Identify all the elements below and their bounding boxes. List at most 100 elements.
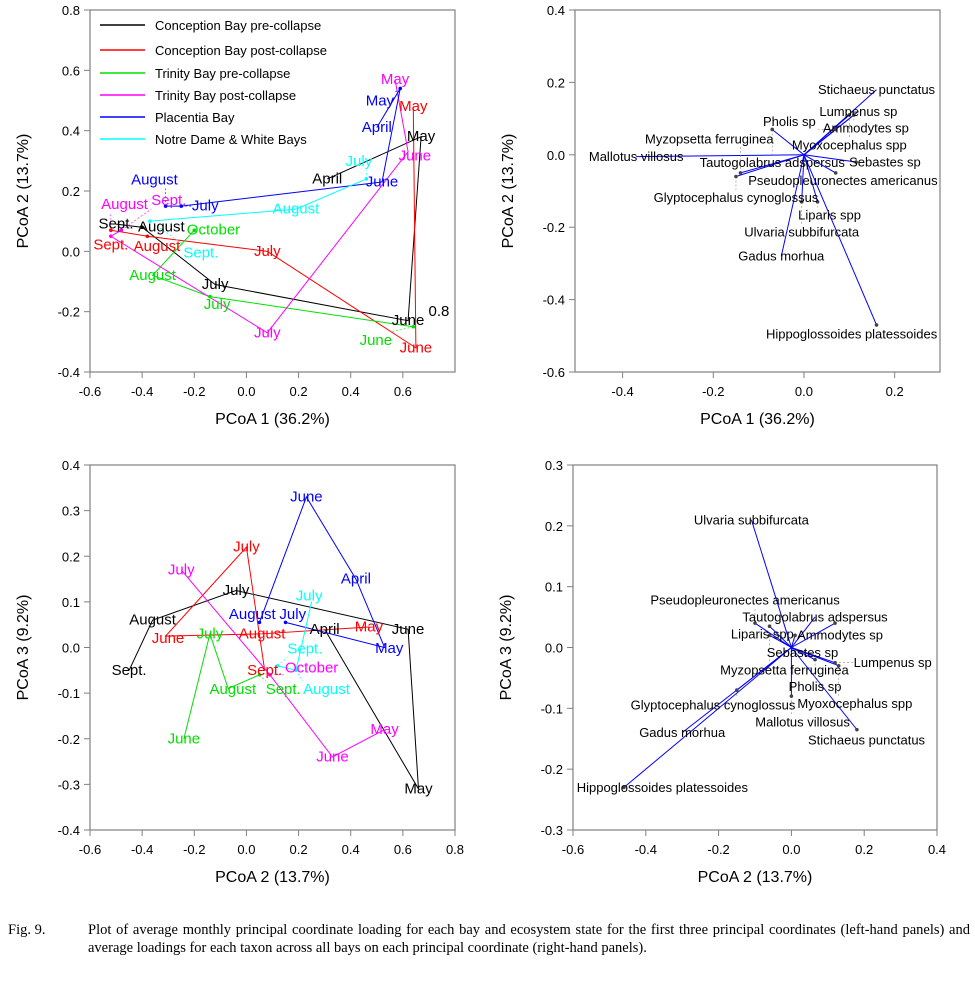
point-marker [622, 785, 626, 790]
vector-line [791, 647, 839, 667]
point-label: July [168, 561, 195, 578]
point-label: June [399, 148, 432, 165]
vector-label: Ammodytes sp [797, 627, 883, 642]
x-tick-label: -0.2 [183, 384, 205, 399]
leaders [622, 607, 859, 790]
x-tick-label: 0.4 [342, 842, 360, 857]
series-line [180, 569, 385, 758]
vector-label: Tautogolabrus adspersus [700, 155, 846, 170]
y-tick-label: -0.4 [58, 823, 80, 838]
y-tick-label: 0.3 [545, 458, 563, 473]
vector-label: Stichaeus punctatus [818, 82, 936, 97]
vector-line [623, 647, 792, 788]
x-tick-label: -0.2 [183, 842, 205, 857]
series-line [128, 589, 419, 790]
y-tick-label: 0.0 [547, 148, 565, 163]
x-tick-label: -0.6 [562, 842, 584, 857]
x-tick-label: -0.4 [131, 384, 153, 399]
point-marker [833, 171, 838, 175]
vector-line [636, 154, 804, 158]
series-line [149, 178, 367, 222]
x-tick-label: 0.4 [928, 842, 946, 857]
x-tick-label: 0.0 [782, 842, 800, 857]
point-label: August [303, 681, 351, 698]
vector-label: Pholis sp [763, 114, 816, 129]
point-marker [268, 673, 272, 677]
x-tick-label: -0.4 [131, 842, 153, 857]
vector-label: Myzopsetta ferruginea [720, 663, 849, 678]
vector-line [803, 154, 877, 326]
point-marker [836, 663, 841, 668]
point-marker [789, 694, 794, 698]
point-marker [852, 113, 856, 117]
point-label: August [101, 196, 149, 213]
vector-line [803, 154, 836, 174]
x-tick-label: 0.0 [237, 842, 255, 857]
point-marker [847, 113, 852, 117]
panel-bottom-right: Ulvaria subbifurcata Tautogolabrus adsper… [498, 458, 946, 886]
caption-text: Plot of average monthly principal coordi… [88, 922, 970, 956]
leader-line [149, 220, 184, 245]
vector-label: Myzopsetta ferruginea [645, 132, 774, 147]
legend-label: Trinity Bay post-collapse [155, 88, 296, 103]
y-tick-label: -0.3 [58, 777, 80, 792]
y-tick-label: -0.1 [541, 701, 563, 716]
point-marker [753, 621, 757, 625]
point-marker [283, 620, 288, 625]
vector-label: Ammodytes sp [823, 120, 909, 135]
point-label: June [152, 630, 185, 647]
point-label: April [310, 621, 340, 638]
point-label: October [187, 222, 240, 239]
vector-line [754, 622, 792, 648]
y-tick-label: 0.0 [545, 641, 563, 656]
x-tick-label: 0.6 [394, 842, 412, 857]
vector-label: Lumpenus sp [819, 104, 897, 119]
series-line [109, 79, 409, 334]
y-tick-label: -0.4 [58, 365, 80, 380]
y-tick-label: 0.4 [547, 3, 565, 18]
vector-line [803, 154, 857, 163]
vector-label: Gadus morhua [738, 249, 825, 264]
series-line [110, 106, 417, 349]
vector-line [740, 154, 805, 174]
point-marker [855, 727, 859, 732]
vector-line [771, 129, 805, 156]
series-line [183, 632, 260, 739]
point-marker [767, 624, 772, 629]
point-marker [275, 663, 280, 668]
point-label: May [366, 93, 395, 110]
point-label: Sept. [183, 244, 218, 261]
y-tick-label: 0.1 [62, 595, 80, 610]
point-marker [770, 127, 775, 132]
point-label: Sept. [151, 192, 186, 209]
point-label: May [375, 640, 404, 657]
x-tick-label: 0.4 [342, 384, 360, 399]
series-line [151, 229, 414, 328]
point-label: June [168, 730, 201, 747]
x-tick-label: -0.4 [611, 384, 633, 399]
series-line [165, 88, 401, 207]
y-tick-label: 0.2 [62, 549, 80, 564]
x-tick-label: 0.2 [855, 842, 873, 857]
vector-line [801, 154, 805, 202]
y-tick-label: 0.0 [62, 641, 80, 656]
y-tick-label: 0.2 [545, 519, 563, 534]
y-tick-label: 0.8 [62, 3, 80, 18]
point-marker [148, 219, 152, 223]
x-tick-label: 0.6 [394, 384, 412, 399]
vector-label: Hippoglossoides platessoides [577, 780, 749, 795]
point-label: June [316, 749, 349, 766]
vector-label: Lumpenus sp [854, 655, 932, 670]
x-tick-label: 0.2 [886, 384, 904, 399]
vector-label: Pseudopleuronectes americanus [748, 173, 938, 188]
vector-line [780, 154, 805, 257]
point-marker [874, 323, 879, 327]
point-label: June [400, 339, 433, 356]
point-label: May [381, 71, 410, 88]
point-label: July [254, 243, 281, 260]
point-label: October [285, 659, 338, 676]
point-label: Sept. [112, 662, 147, 679]
figure-caption: Fig. 9. Plot of average monthly principa… [8, 921, 970, 957]
y-axis-label: PCoA 2 (13.7%) [500, 134, 517, 249]
point-label: July [204, 296, 231, 313]
